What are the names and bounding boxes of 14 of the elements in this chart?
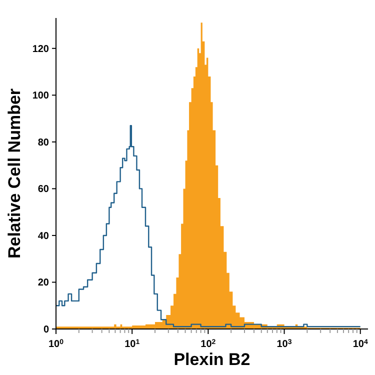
y-tick-label: 20 (38, 278, 50, 289)
y-axis-title: Relative Cell Number (5, 88, 24, 259)
y-tick-label: 0 (43, 324, 50, 336)
y-tick-label: 40 (38, 230, 50, 242)
x-tick-label: 10$^{0}$ (48, 338, 64, 350)
x-tick-label: 10$^{4}$ (352, 338, 368, 350)
x-tick-label: 10$^{3}$ (276, 338, 292, 350)
y-tick-label: 100 (32, 90, 50, 102)
y-tick-label: 60 (38, 184, 50, 196)
x-tick-label: 10$^{1}$ (124, 338, 140, 350)
x-tick-label: 10$^{2}$ (200, 338, 216, 350)
y-tick-label: 80 (38, 137, 50, 148)
x-axis-title: Plexin B2 (174, 350, 250, 369)
y-tick-label: 120 (32, 44, 50, 55)
